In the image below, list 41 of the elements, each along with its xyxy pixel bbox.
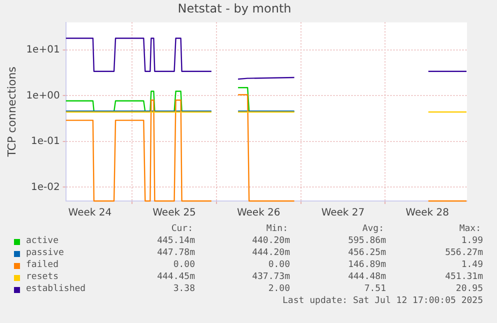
y-axis-title: TCP connections [5,66,18,158]
text: 451.31m [445,272,483,282]
text: 437.73m [252,272,290,282]
text: Avg: [362,224,384,234]
y-tick-label: 1e+01 [26,44,60,56]
text: 595.86m [348,236,386,246]
text: 444.45m [157,272,195,282]
text: 20.95 [456,284,483,294]
x-tick-label: Week 28 [406,208,449,219]
legend-label: active [26,236,59,246]
text: 556.27m [445,248,483,258]
text: 440.20m [252,236,290,246]
x-tick-label: Week 27 [321,208,365,219]
text: Min: [266,224,288,234]
text: 456.25m [348,248,386,258]
text: 0.00 [173,260,195,270]
x-tick-label: Week 24 [68,208,112,219]
text: 2.00 [268,284,290,294]
legend-label: failed [26,260,59,270]
text: 3.38 [173,284,195,294]
text: Max: [459,224,481,234]
y-tick-label: 1e+00 [26,90,60,102]
y-tick-label: 1e-01 [30,136,60,148]
text: 444.48m [348,272,386,282]
text: 447.78m [157,248,195,258]
text: 146.89m [348,260,386,270]
text: 0.00 [268,260,290,270]
legend-label: established [26,284,86,294]
text: 7.51 [364,284,386,294]
text: Last update: Sat Jul 12 17:00:05 2025 [282,296,483,306]
text: 1.99 [461,236,483,246]
text: 444.20m [252,248,290,258]
legend-label: resets [26,272,59,282]
legend-label: passive [26,248,64,258]
y-tick-label: 1e-02 [30,182,60,193]
x-tick-label: Week 25 [152,208,196,219]
text: 1.49 [461,260,483,270]
chart-title: Netstat - by month [178,1,292,16]
text: 445.14m [157,236,195,246]
text: Cur: [171,224,193,234]
x-tick-label: Week 26 [236,208,280,219]
